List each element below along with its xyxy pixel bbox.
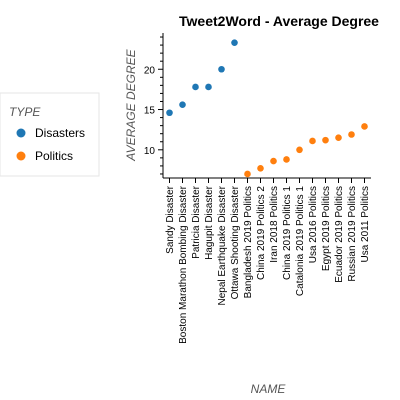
legend-label: Politics: [35, 149, 73, 163]
x-tick-label: Catalonia 2019 Politics 1: [295, 186, 306, 297]
y-tick-label: 15: [144, 106, 156, 117]
y-axis: 10 15 20: [144, 33, 164, 178]
x-tick-label: China 2019 Politics 1: [282, 186, 293, 280]
data-point: [244, 170, 251, 178]
x-tick-label: Patricia Disaster: [191, 185, 202, 258]
data-point: [179, 101, 186, 108]
x-tick-label: Usa 2011 Politics: [360, 186, 371, 263]
x-tick-label: Ecuador 2019 Politics: [334, 186, 345, 283]
legend-label: Disasters: [35, 126, 85, 140]
x-tick-label: Nepal Earthquake Disaster: [217, 185, 228, 305]
legend: TYPE Disasters Politics: [0, 92, 100, 177]
data-point: [361, 123, 368, 130]
x-tick-label: China 2019 Politics 2: [256, 186, 267, 280]
data-point: [348, 131, 355, 138]
x-tick-label: Iran 2018 Politics: [269, 186, 280, 263]
x-axis-label: NAME: [251, 382, 287, 396]
x-tick-label: Sandy Disaster: [165, 185, 176, 253]
legend-box: [0, 92, 100, 177]
y-tick-label: 10: [144, 146, 156, 157]
data-point: [218, 65, 225, 73]
x-tick-label: Egypt 2019 Politics: [321, 186, 332, 271]
data-point: [257, 165, 264, 172]
data-point: [192, 83, 199, 91]
x-tick-label: Hagupit Disaster: [204, 185, 215, 260]
data-points: [166, 39, 368, 178]
legend-marker: [16, 128, 26, 138]
data-point: [205, 83, 212, 91]
data-point: [166, 109, 173, 117]
data-point: [231, 39, 238, 46]
x-tick-label: Russian 2019 Politics: [347, 186, 358, 282]
y-tick-label: 20: [144, 65, 156, 76]
data-point: [283, 156, 290, 163]
x-tick-label: Ottawa Shooting Disaster: [230, 185, 241, 299]
legend-title: TYPE: [9, 105, 41, 119]
data-point: [296, 146, 303, 154]
y-axis-label: AVERAGE DEGREE: [124, 48, 138, 161]
x-tick-label: Usa 2016 Politics: [308, 186, 319, 263]
x-axis: Sandy Disaster Boston Marathon Bombing Di…: [163, 177, 371, 344]
x-tick-label: Boston Marathon Bombing Disaster: [178, 185, 189, 344]
legend-marker: [16, 151, 26, 161]
data-point: [270, 157, 277, 165]
data-point: [322, 136, 329, 144]
chart-title: Tweet2Word - Average Degree: [179, 13, 379, 29]
data-point: [335, 134, 342, 142]
data-point: [309, 137, 316, 145]
x-tick-label: Bangladesh 2019 Politics: [243, 186, 254, 298]
